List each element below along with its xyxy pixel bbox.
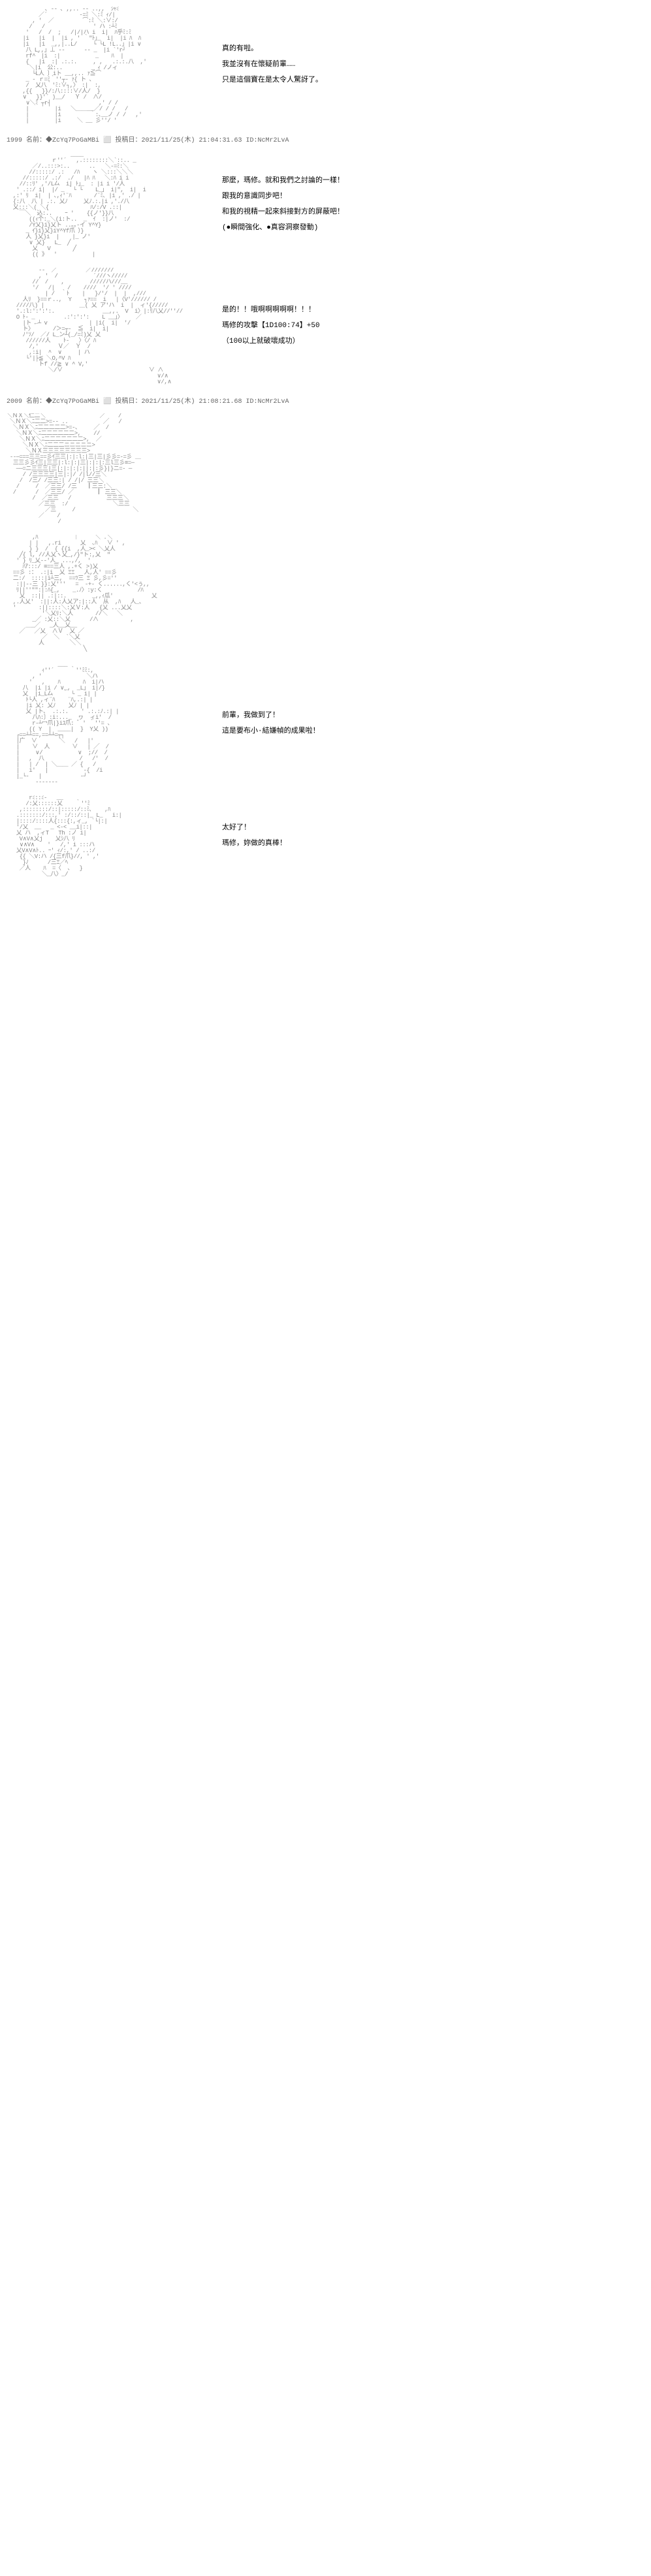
dialogue-block-7: 太好了！ 瑪修，妳做的真棒！ bbox=[222, 819, 287, 853]
dialogue-line: (●瞬間強化、●真容洞察發動) bbox=[222, 222, 344, 235]
dialogue-line: 和我的視精一起來斜接對方的屏蔽吧！ bbox=[222, 206, 344, 219]
dialogue-block-3: 是的！！哦啊啊啊啊啊！！！ 瑪修的攻擊【1D100:74】+50 （100以上就… bbox=[222, 302, 320, 351]
dialogue-line: 瑪修的攻擊【1D100:74】+50 bbox=[222, 320, 320, 333]
dialogue-block-6: 前輩，我做到了！ 這是要布小·結嫌幀的成果啦！ bbox=[222, 707, 320, 741]
ascii-art-2: ____ ｒ''´ ,.::::::::＼`::.. _ ／/..:::>:..… bbox=[7, 152, 209, 258]
dialogue-block-1: 真的有啦。 我並沒有在懷疑前輩…… 只是這個寶在是太令人驚訝了。 bbox=[222, 40, 323, 89]
dialogue-line: 太好了！ bbox=[222, 822, 287, 835]
ascii-art-7: rﾐ::ﾐ- __ /:乂::::::乂 ｀''ﾐ ,::::::::/::|:… bbox=[7, 795, 209, 878]
ascii-art-5: ,ﾊ ｜ ＼ .＼ | | ,.ri 乂 ､ﾊ ∨ ' , } } / { {{… bbox=[7, 535, 209, 652]
ascii-art-6: ___ ｨ''´ ｀''ﾐﾐ:, , ' ＼ハ ' , ﾊ ﾊ i|ハ 八 |i… bbox=[7, 662, 209, 786]
dialogue-line: 是的！！哦啊啊啊啊啊！！！ bbox=[222, 304, 320, 317]
ascii-art-3: -‐ ／ ／/////// , ' / ´///ヽ///// // / , //… bbox=[7, 268, 209, 385]
dialogue-line: 跟我的意識同步吧！ bbox=[222, 191, 344, 204]
dialogue-line: 那麼，瑪修。就和我們之討論的一樣！ bbox=[222, 175, 344, 188]
dialogue-line: 只是這個寶在是太令人驚訝了。 bbox=[222, 74, 323, 87]
dialogue-line: 我並沒有在懷疑前輩…… bbox=[222, 59, 323, 72]
dialogue-line: 這是要布小·結嫌幀的成果啦！ bbox=[222, 725, 320, 739]
ascii-art-4: ＼ＮＸ＼仁二＼ ╱ / ＼ＮＸ＼ﾆ二二>=-- .. ╱ / ＼ＮＸ＼ﾆ二二二二… bbox=[7, 413, 209, 525]
dialogue-line: 瑪修，妳做的真棒！ bbox=[222, 838, 287, 851]
dialogue-line: （100以上就破壞成功） bbox=[222, 336, 320, 349]
ascii-art-1: ､ -- ､ ,,.. -- ..,, ｼｬﾐ ／´ -=ﾐ ＼:ﾐ ｨ/| ,… bbox=[7, 7, 209, 124]
dialogue-block-2: 那麼，瑪修。就和我們之討論的一樣！ 跟我的意識同步吧！ 和我的視精一起來斜接對方… bbox=[222, 172, 344, 237]
post-meta-1: 1999 名前：◆ZcYq7PoGaMBi ⬜ 投稿日：2021/11/25(木… bbox=[7, 134, 651, 144]
post-meta-2: 2009 名前：◆ZcYq7PoGaMBi ⬜ 投稿日：2021/11/25(木… bbox=[7, 395, 651, 405]
dialogue-line: 前輩，我做到了！ bbox=[222, 710, 320, 723]
dialogue-line: 真的有啦。 bbox=[222, 43, 323, 56]
